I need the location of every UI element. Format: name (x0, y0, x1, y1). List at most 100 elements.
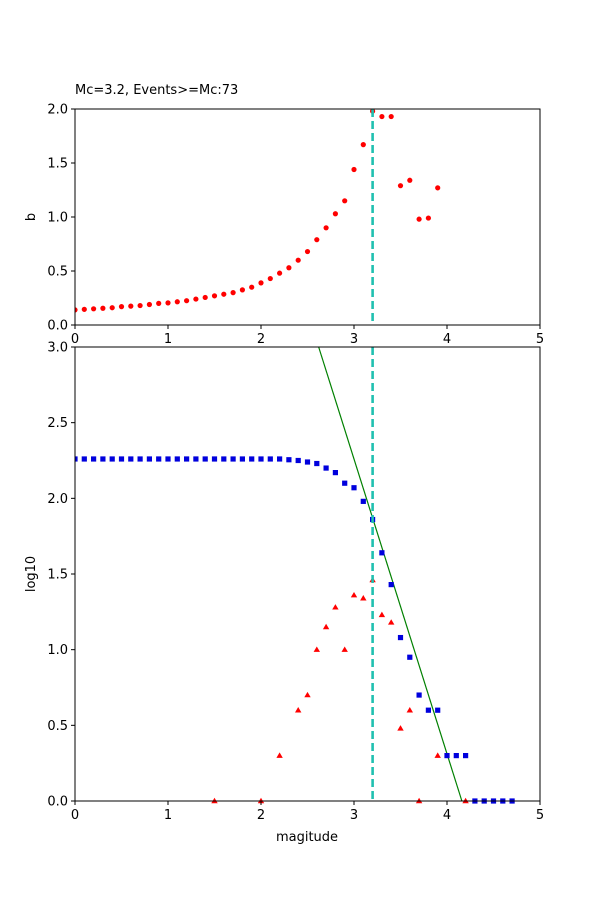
top-series0-point (156, 300, 162, 306)
bottom-series0-point (314, 460, 320, 467)
bottom-y-tick-label: 0.0 (47, 795, 68, 810)
top-series0-point (211, 293, 218, 299)
bottom-series0-point (156, 456, 162, 462)
bottom-x-tick-label: 1 (164, 808, 172, 823)
bottom-series1-point (332, 604, 339, 610)
bottom-data-layer (75, 346, 515, 804)
top-series0-point (425, 215, 431, 221)
top-x-tick-label: 2 (257, 332, 265, 347)
top-series0-point (397, 183, 404, 189)
bottom-series0-point (118, 456, 125, 462)
bottom-series0-point (202, 456, 208, 462)
bottom-y-tick-label: 3.0 (47, 341, 68, 356)
top-x-tick-label: 5 (536, 332, 544, 347)
bottom-series0-point (397, 634, 404, 641)
b-value-panel: Mc=3.2, Events>=Mc:73 b 0 1 2 3 4 5 0.0 0.5 1.0 1… (24, 83, 544, 347)
top-series0-point (91, 306, 97, 312)
bottom-series0-point (239, 456, 245, 462)
top-series0-point (360, 142, 366, 148)
bottom-series0-point (137, 456, 143, 462)
bottom-plot-area: 0 1 2 3 4 5 0.0 0.5 1.0 1.5 2.0 2.5 3.0 (47, 341, 544, 824)
bottom-series0-point (407, 654, 413, 660)
bottom-y-tick-label: 2.0 (47, 492, 68, 507)
bottom-x-tick-label: 0 (71, 808, 79, 823)
bottom-series0-point (146, 456, 152, 462)
bottom-series0-point (174, 456, 180, 462)
bottom-series0-point (360, 498, 366, 504)
bottom-series0-point (193, 456, 199, 462)
fit-line (318, 346, 463, 802)
top-x-tick-label: 4 (443, 332, 451, 347)
top-series0-point (323, 225, 329, 231)
bottom-series1-point (304, 691, 311, 698)
top-y-tick-label: 1.5 (47, 157, 68, 172)
top-series0-point (435, 185, 441, 191)
bottom-series1-point (341, 646, 348, 652)
top-series0-point (379, 113, 385, 120)
bottom-series1-point (350, 591, 358, 598)
bottom-series1-point (388, 619, 395, 625)
bottom-y-tick-label: 2.5 (47, 416, 68, 431)
bottom-x-tick-label: 4 (443, 808, 451, 823)
bottom-series1-point (313, 646, 320, 652)
top-series0-point (295, 257, 301, 263)
top-series0-point (81, 306, 87, 312)
top-series0-point (202, 294, 208, 301)
bottom-series0-point (75, 456, 78, 462)
bottom-series0-point (91, 456, 97, 462)
top-series0-point (314, 237, 320, 243)
top-series0-point (286, 265, 292, 271)
bottom-series0-point (277, 456, 283, 462)
top-series0-point (221, 291, 227, 297)
bottom-series0-point (81, 456, 87, 462)
top-series0-point (416, 216, 422, 222)
top-series0-point (388, 113, 394, 120)
bottom-x-tick-label: 3 (350, 808, 358, 823)
bottom-series1-point (322, 623, 330, 630)
bottom-series0-point (100, 456, 106, 462)
bottom-series0-point (286, 457, 292, 463)
bottom-y-tick-label: 0.5 (47, 719, 68, 734)
bottom-series1-point (397, 725, 404, 731)
top-series0-point (342, 198, 348, 204)
bottom-series0-point (165, 456, 171, 462)
bottom-series1-point (434, 752, 441, 758)
bottom-series0-point (128, 456, 134, 462)
bottom-series0-point (184, 456, 190, 462)
top-series0-point (146, 301, 152, 308)
top-series0-point (100, 305, 106, 311)
bottom-y-tick-label: 1.5 (47, 568, 68, 583)
bottom-series0-point (425, 707, 431, 713)
top-data-layer (75, 108, 441, 313)
bottom-series0-point (267, 456, 273, 462)
top-series0-point (128, 303, 134, 309)
bottom-series0-point (416, 692, 422, 698)
bottom-series0-point (109, 456, 115, 462)
bottom-series0-point (304, 459, 311, 465)
top-series0-point (118, 304, 125, 310)
bottom-series1-point (295, 707, 302, 713)
top-series0-point (239, 287, 245, 293)
bottom-series0-point (230, 456, 236, 462)
bottom-x-tick-label: 2 (257, 808, 265, 823)
bottom-series0-point (463, 753, 469, 759)
bottom-series0-point (295, 457, 301, 464)
bottom-series0-point (323, 465, 329, 471)
bottom-series1-point (360, 595, 367, 601)
top-x-tick-label: 0 (71, 332, 79, 347)
top-chart-title: Mc=3.2, Events>=Mc:73 (75, 83, 238, 98)
bottom-series0-point (332, 470, 338, 476)
top-series0-point (304, 248, 311, 255)
top-series0-point (277, 270, 283, 276)
top-series0-point (332, 211, 338, 217)
bottom-series0-point (249, 456, 255, 462)
bottom-series0-point (444, 753, 450, 759)
top-series0-point (407, 177, 413, 183)
frequency-magnitude-panel: magitude log10 0 1 2 3 4 5 0.0 0.5 1.0 1.5 2.0 2.5 3… (24, 341, 544, 846)
top-series0-point (184, 298, 190, 304)
bottom-series0-point (342, 480, 348, 486)
top-y-tick-label: 0.0 (47, 319, 68, 334)
bottom-series0-point (211, 456, 218, 462)
